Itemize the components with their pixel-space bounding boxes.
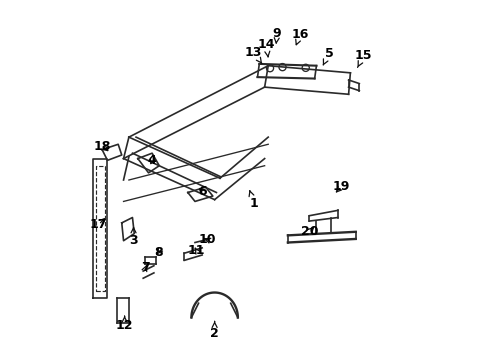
Text: 15: 15	[355, 49, 372, 67]
Text: 12: 12	[116, 316, 133, 332]
Text: 20: 20	[300, 225, 318, 238]
Text: 7: 7	[141, 261, 150, 274]
Text: 4: 4	[148, 154, 156, 167]
Text: 19: 19	[333, 180, 350, 193]
Text: 14: 14	[258, 39, 275, 57]
Text: 3: 3	[129, 228, 138, 247]
Text: 18: 18	[94, 140, 111, 153]
Text: 2: 2	[210, 321, 219, 340]
Text: 9: 9	[273, 27, 281, 43]
Text: 10: 10	[199, 233, 216, 246]
Text: 8: 8	[154, 246, 163, 258]
Text: 13: 13	[245, 46, 262, 64]
Text: 5: 5	[323, 47, 333, 65]
Text: 17: 17	[90, 218, 107, 231]
Text: 1: 1	[249, 191, 258, 210]
Text: 11: 11	[188, 244, 205, 257]
Text: 6: 6	[198, 185, 206, 198]
Text: 16: 16	[292, 28, 309, 45]
